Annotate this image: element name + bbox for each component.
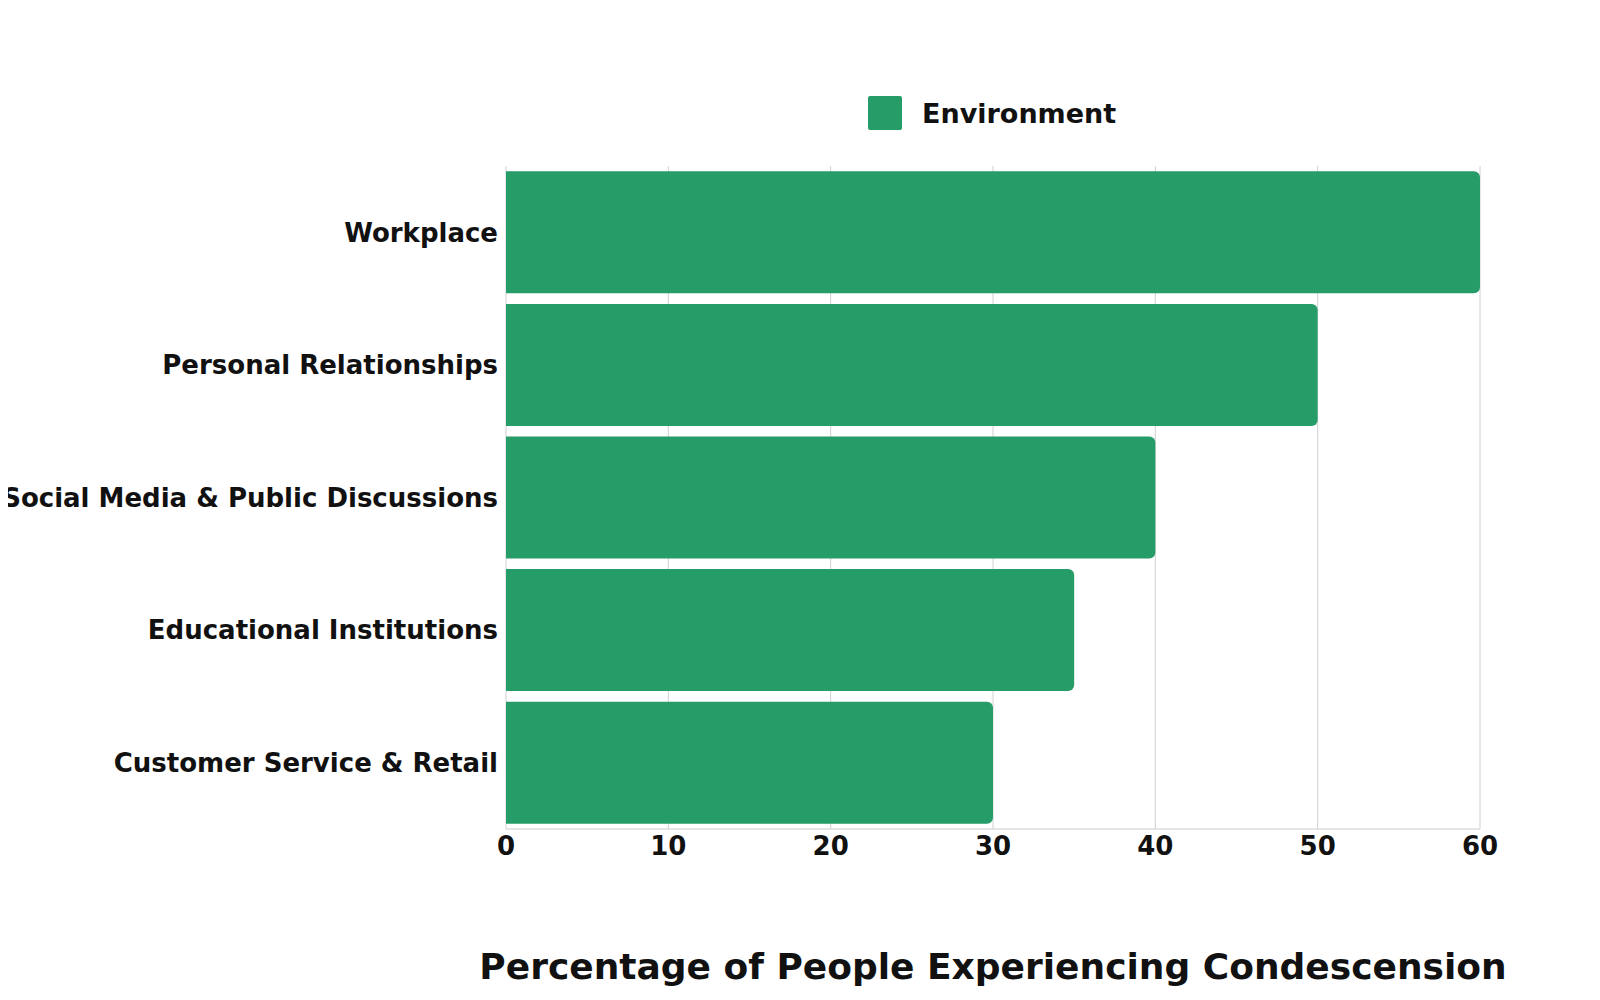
svg-text:Percentage of People Experienc: Percentage of People Experiencing Condes… xyxy=(479,946,1506,987)
svg-text:Personal Relationships: Personal Relationships xyxy=(162,350,498,380)
svg-text:60: 60 xyxy=(1462,831,1498,861)
svg-text:10: 10 xyxy=(650,831,686,861)
svg-text:40: 40 xyxy=(1137,831,1173,861)
svg-text:0: 0 xyxy=(497,831,515,861)
svg-text:Workplace: Workplace xyxy=(344,218,498,248)
svg-text:50: 50 xyxy=(1300,831,1336,861)
svg-text:Social Media & Public Discussi: Social Media & Public Discussions xyxy=(8,483,498,513)
html-text:Environment: Environment xyxy=(922,97,1117,129)
svg-text:Customer Service & Retail: Customer Service & Retail xyxy=(114,748,498,778)
svg-text:Educational Institutions: Educational Institutions xyxy=(148,615,498,645)
svg-text:30: 30 xyxy=(975,831,1011,861)
svg-text:20: 20 xyxy=(813,831,849,861)
